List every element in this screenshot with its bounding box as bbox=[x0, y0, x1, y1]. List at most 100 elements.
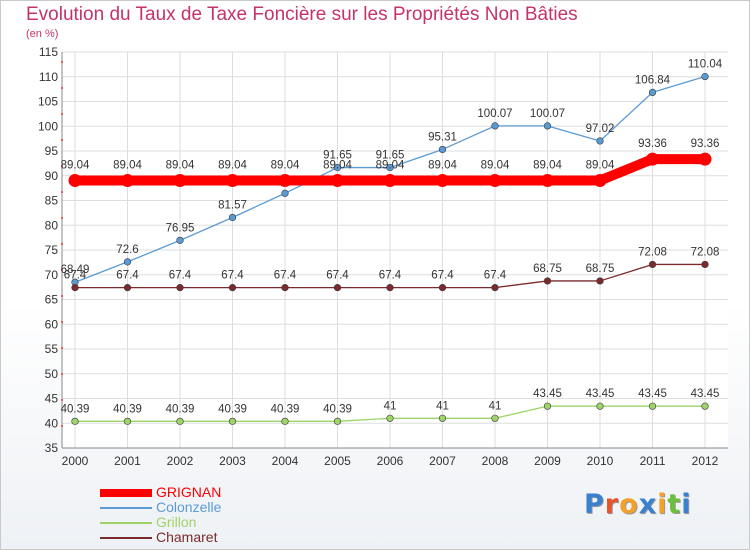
data-label-grignan: 93.36 bbox=[638, 138, 667, 150]
data-point-chamaret bbox=[386, 284, 394, 292]
data-point-chamaret bbox=[543, 277, 552, 285]
legend-item-colonzelle: Colonzelle bbox=[100, 500, 221, 515]
x-tick-label: 2012 bbox=[692, 454, 719, 468]
data-label-chamaret: 72.08 bbox=[638, 246, 667, 258]
data-label-grignan: 93.36 bbox=[691, 138, 720, 150]
y-tick-label: 60 bbox=[45, 317, 59, 331]
y-tick-label: 50 bbox=[45, 367, 59, 381]
logo-letter: t bbox=[667, 489, 682, 520]
data-point-colonzelle bbox=[491, 122, 499, 130]
data-label-colonzelle: 91.65 bbox=[323, 150, 352, 162]
data-label-colonzelle: 68.49 bbox=[61, 264, 90, 276]
data-label-grignan: 89.04 bbox=[428, 160, 457, 172]
data-label-colonzelle: 72.6 bbox=[116, 244, 138, 256]
y-tick-label: 85 bbox=[45, 194, 59, 208]
data-label-grillon: 40.39 bbox=[323, 403, 352, 415]
legend-swatch bbox=[100, 536, 152, 539]
y-tick-label: 70 bbox=[45, 268, 59, 282]
y-tick-label: 115 bbox=[39, 45, 58, 59]
data-point-grignan bbox=[173, 174, 187, 188]
data-point-grillon bbox=[176, 417, 184, 425]
data-point-colonzelle bbox=[228, 213, 237, 222]
y-tick-label: 55 bbox=[45, 342, 59, 356]
data-point-grignan bbox=[436, 174, 449, 188]
data-label-colonzelle: 110.04 bbox=[688, 59, 723, 71]
legend-swatch bbox=[100, 488, 152, 497]
data-point-colonzelle bbox=[333, 163, 342, 172]
data-label-grignan: 89.04 bbox=[218, 160, 247, 172]
x-tick-label: 2009 bbox=[534, 454, 561, 468]
axis-marker-dot bbox=[61, 165, 63, 167]
x-tick-label: 2002 bbox=[167, 454, 194, 468]
data-point-colonzelle bbox=[438, 145, 447, 154]
proxiti-logo: Proxiti bbox=[584, 489, 692, 520]
data-point-colonzelle bbox=[176, 236, 184, 244]
data-label-grignan: 89.04 bbox=[586, 160, 615, 172]
data-point-colonzelle bbox=[123, 258, 132, 266]
axis-marker-dot bbox=[61, 87, 63, 89]
logo-letter: i bbox=[681, 489, 692, 520]
data-label-colonzelle: 100.07 bbox=[530, 108, 565, 120]
data-label-grillon: 40.39 bbox=[166, 403, 195, 415]
data-point-chamaret bbox=[228, 284, 237, 292]
data-label-grillon: 40.39 bbox=[271, 403, 300, 415]
data-label-grillon: 40.39 bbox=[113, 403, 142, 415]
data-label-chamaret: 67.4 bbox=[274, 270, 297, 282]
data-point-colonzelle bbox=[596, 137, 604, 145]
data-label-grillon: 40.39 bbox=[61, 403, 90, 415]
data-point-grillon bbox=[543, 402, 552, 410]
data-label-grignan: 89.04 bbox=[113, 160, 142, 172]
y-tick-label: 40 bbox=[45, 416, 59, 430]
x-tick-label: 2006 bbox=[377, 454, 404, 468]
data-label-grillon: 41 bbox=[384, 400, 397, 412]
data-label-colonzelle: 97.02 bbox=[586, 123, 615, 135]
legend-label: Colonzelle bbox=[156, 499, 222, 515]
data-point-colonzelle bbox=[386, 163, 394, 172]
data-label-grillon: 41 bbox=[436, 400, 449, 412]
data-point-grillon bbox=[228, 417, 237, 425]
data-point-grignan bbox=[488, 174, 502, 188]
data-label-grillon: 40.39 bbox=[218, 403, 247, 415]
data-point-chamaret bbox=[123, 284, 132, 292]
data-label-chamaret: 67.4 bbox=[431, 270, 454, 282]
axis-marker-dot bbox=[61, 269, 63, 271]
x-tick-label: 2004 bbox=[272, 454, 299, 468]
axis-marker-dot bbox=[61, 139, 63, 141]
data-point-chamaret bbox=[71, 284, 79, 292]
axis-marker-dot bbox=[61, 321, 63, 323]
axis-marker-dot bbox=[61, 243, 63, 245]
data-point-grignan bbox=[383, 174, 397, 188]
data-point-chamaret bbox=[648, 260, 657, 269]
data-label-colonzelle: 76.95 bbox=[166, 222, 195, 234]
data-point-grillon bbox=[71, 417, 79, 425]
data-point-colonzelle bbox=[543, 122, 552, 130]
data-label-grignan: 89.04 bbox=[166, 160, 195, 172]
legend-label: GRIGNAN bbox=[156, 484, 222, 500]
data-label-chamaret: 67.4 bbox=[326, 270, 349, 282]
data-point-colonzelle bbox=[281, 189, 289, 197]
axis-marker-dot bbox=[61, 61, 63, 63]
data-point-grignan bbox=[698, 152, 712, 166]
data-point-chamaret bbox=[438, 284, 447, 292]
y-tick-label: 110 bbox=[39, 70, 58, 84]
legend-label: Chamaret bbox=[156, 529, 218, 545]
data-label-colonzelle: 81.57 bbox=[218, 199, 247, 211]
legend-label: Grillon bbox=[156, 514, 197, 530]
data-label-chamaret: 67.4 bbox=[116, 270, 139, 282]
y-axis-unit-label: (en %) bbox=[26, 28, 59, 40]
x-tick-label: 2010 bbox=[587, 454, 614, 468]
legend-item-chamaret: Chamaret bbox=[100, 530, 221, 545]
chart-title: Evolution du Taux de Taxe Foncière sur l… bbox=[26, 4, 578, 25]
data-label-grillon: 41 bbox=[489, 400, 502, 412]
data-point-grillon bbox=[123, 417, 132, 425]
x-tick-label: 2011 bbox=[640, 454, 666, 468]
y-tick-label: 65 bbox=[45, 293, 59, 307]
data-point-chamaret bbox=[491, 284, 499, 292]
data-point-grignan bbox=[68, 174, 82, 188]
data-label-colonzelle: 106.84 bbox=[635, 74, 671, 86]
data-point-grillon bbox=[438, 414, 447, 422]
y-tick-label: 105 bbox=[38, 95, 58, 109]
legend-item-grillon: Grillon bbox=[100, 515, 221, 530]
data-point-grignan bbox=[331, 174, 344, 188]
axis-marker-dot bbox=[61, 425, 63, 427]
